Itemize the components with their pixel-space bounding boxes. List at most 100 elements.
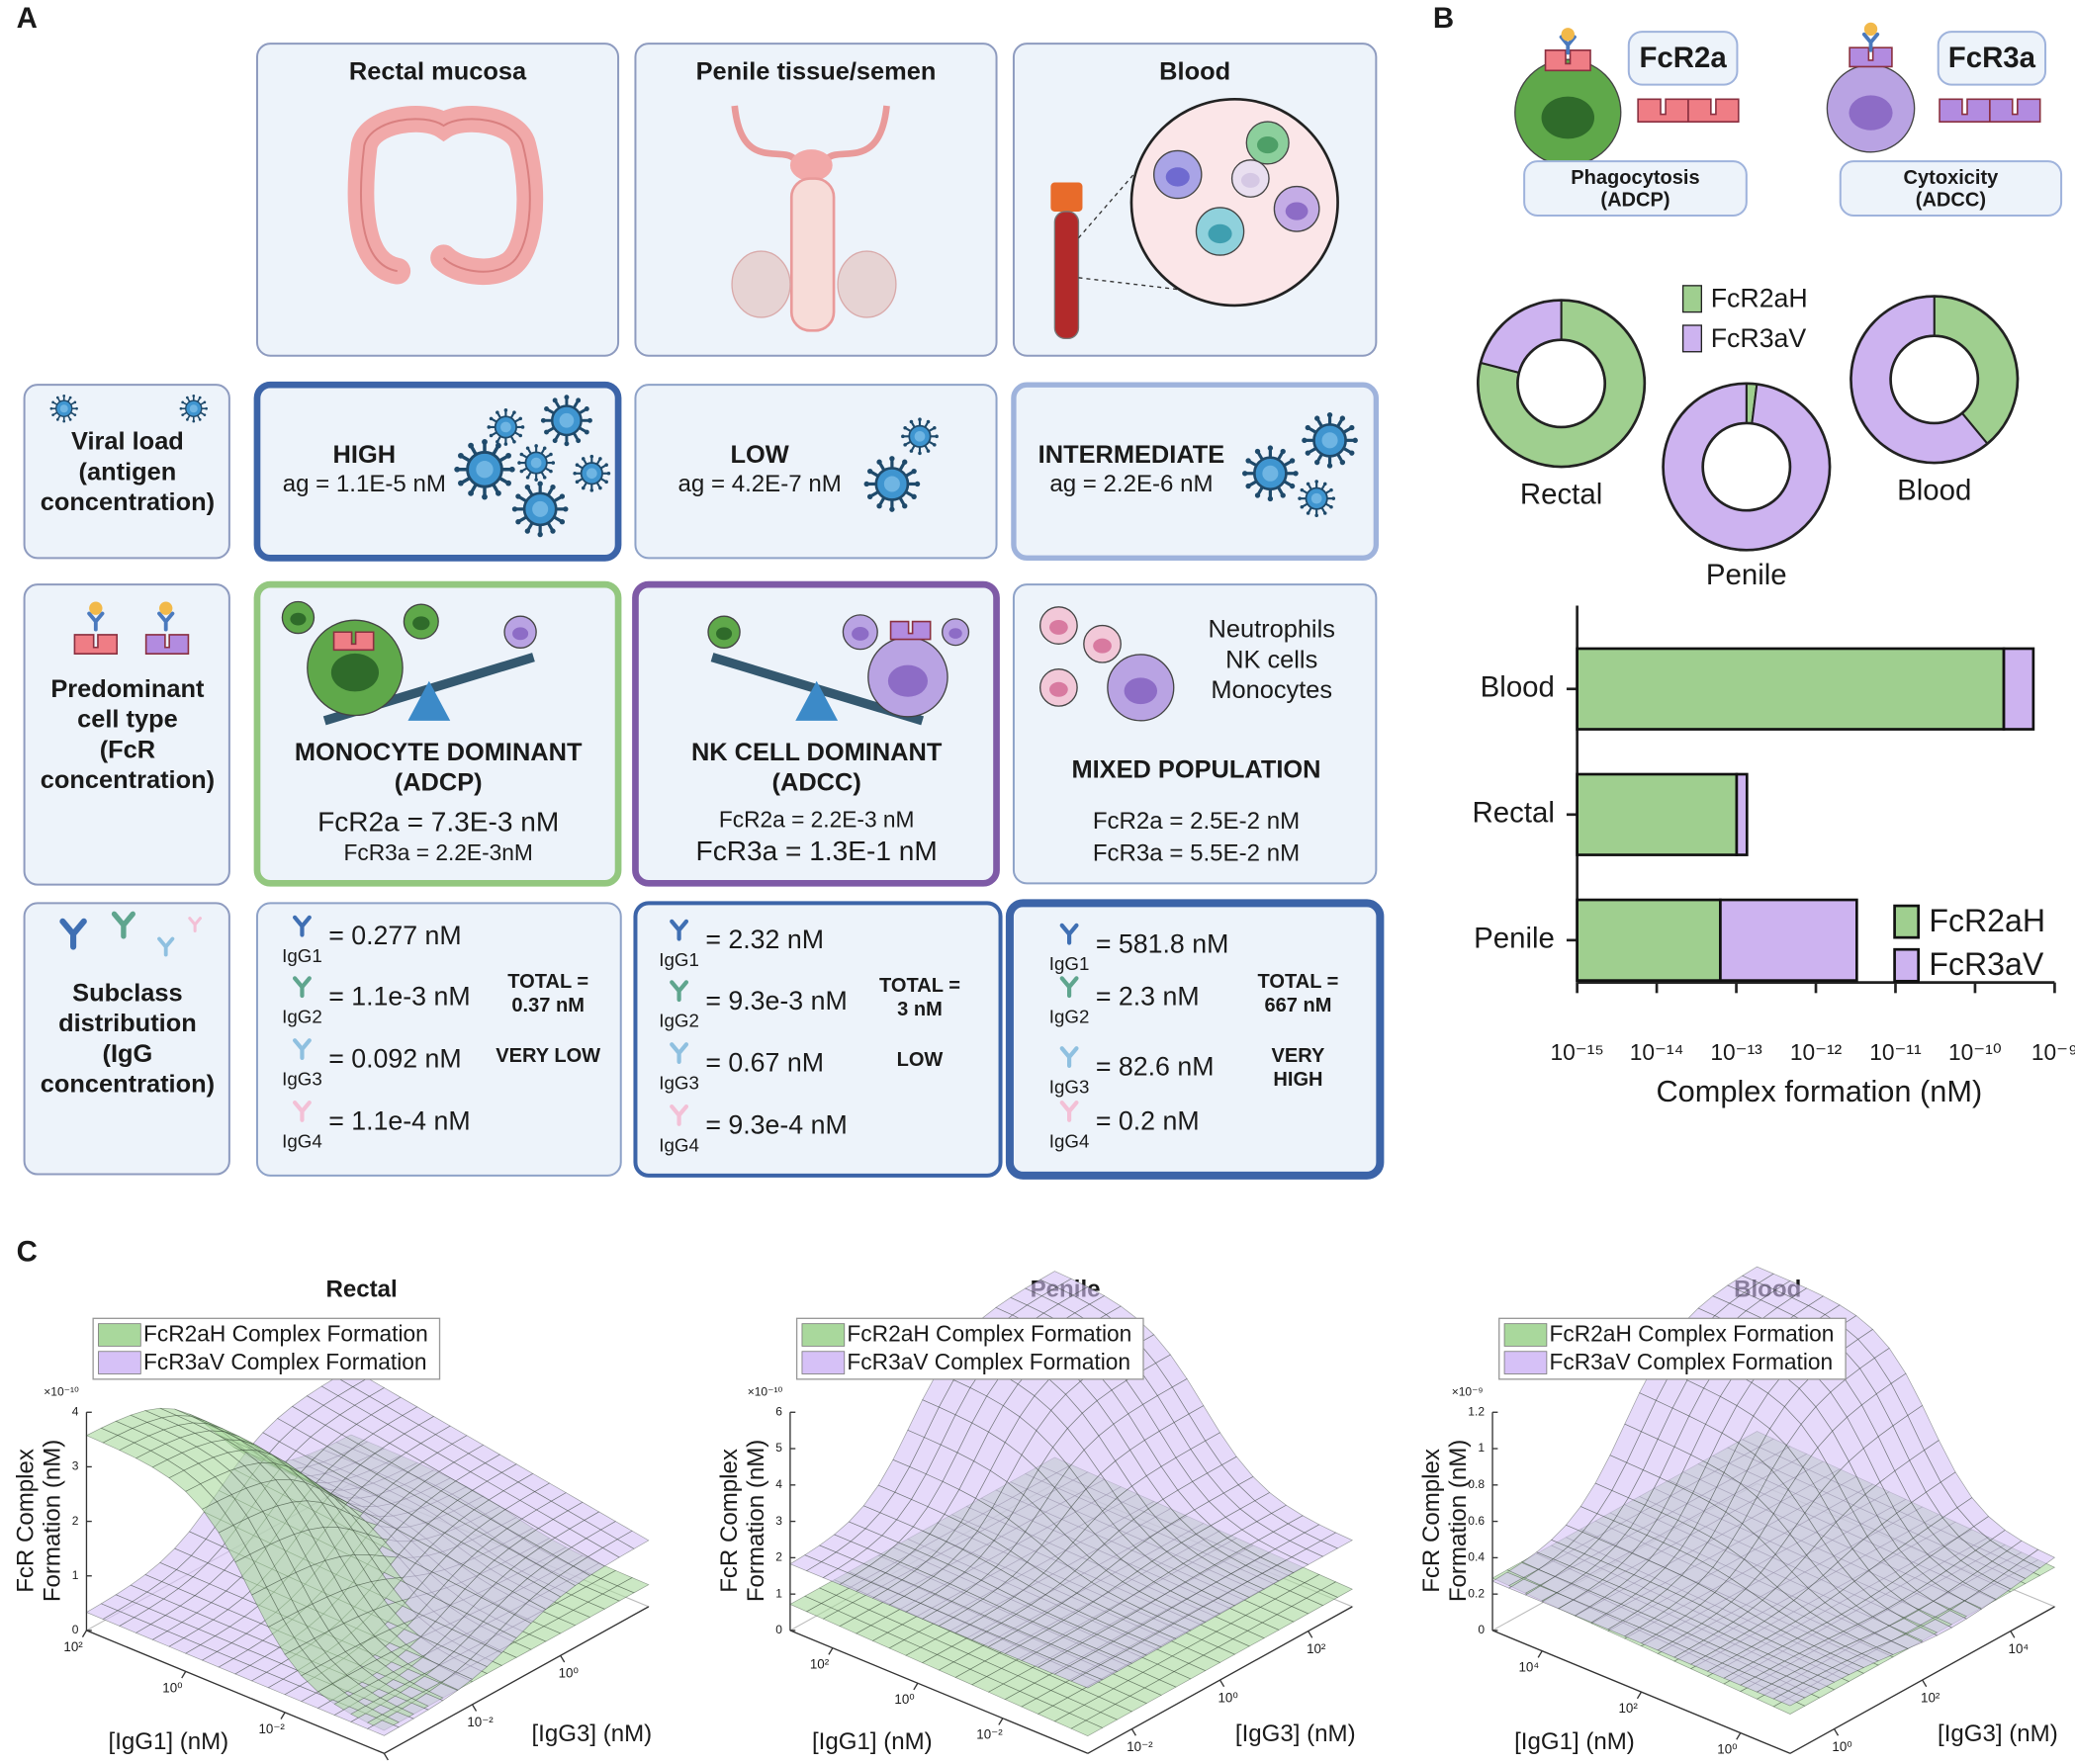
virus-icon xyxy=(540,395,592,447)
neutrophil-icon-nucleus xyxy=(1049,681,1068,697)
virus-spike-tip xyxy=(181,400,185,404)
virus-core xyxy=(476,461,494,479)
bar-segment xyxy=(1576,898,1722,982)
virus-spike-tip xyxy=(575,480,580,485)
virus-spike-tip xyxy=(489,416,494,421)
virus-spike-tip xyxy=(911,493,917,499)
y-tick xyxy=(383,1752,389,1761)
virus-spike-tip xyxy=(192,395,196,397)
igg-concentration: = 0.092 nM xyxy=(328,1044,462,1074)
surface-cell xyxy=(1708,1471,1742,1513)
antibody-icon xyxy=(1559,35,1577,55)
z-tick-label: 1 xyxy=(775,1586,782,1600)
virus-spike-tip xyxy=(1339,459,1346,466)
surface-cell xyxy=(1779,1621,1813,1639)
virus-spike-tip xyxy=(902,503,908,509)
antigen-icon xyxy=(159,601,173,615)
surface-cell xyxy=(998,1596,1032,1615)
surface-cell xyxy=(1574,1606,1607,1624)
surface-cell xyxy=(1117,1485,1149,1520)
antibody-icon xyxy=(188,917,202,933)
virus-spike-tip xyxy=(75,406,78,410)
igg-concentration: = 9.3e-3 nM xyxy=(705,986,847,1015)
blood-cell-nucleus xyxy=(1285,202,1308,220)
surface-cell xyxy=(1006,1454,1039,1496)
virus-spike-tip xyxy=(1329,487,1333,492)
surface-cell xyxy=(1600,1545,1633,1568)
x-tick xyxy=(1736,1732,1742,1740)
surface-cell xyxy=(218,1658,251,1675)
surface-cell xyxy=(1208,1492,1241,1518)
virus-spike-tip xyxy=(918,417,922,421)
virus-spike-tip xyxy=(589,454,594,459)
virus-spike-tip xyxy=(518,433,523,438)
virus-spike-tip xyxy=(581,485,586,490)
igg-name: IgG1 xyxy=(1049,953,1090,974)
surface-cell xyxy=(1590,1613,1624,1631)
z-axis-label: FcR Complex xyxy=(13,1449,40,1593)
virus-spike-tip xyxy=(584,429,589,435)
virus-spike-tip xyxy=(181,413,185,416)
antibody-icon xyxy=(157,611,175,632)
donut-label: Rectal xyxy=(1520,478,1602,510)
surface-cell xyxy=(500,1463,534,1483)
z-tick-label: 0.2 xyxy=(1468,1586,1485,1600)
virus-spike-tip xyxy=(62,419,66,423)
virus-core xyxy=(1310,492,1322,504)
surface-cell xyxy=(921,1610,954,1627)
surface-cell xyxy=(322,1527,356,1557)
z-exponent: ×10⁻¹⁰ xyxy=(44,1384,79,1398)
igg-concentration: = 0.67 nM xyxy=(705,1048,824,1078)
virus-spike-tip xyxy=(559,519,566,525)
surface-cell xyxy=(1201,1581,1234,1599)
surface-cell xyxy=(240,1440,273,1455)
virus-spike-tip xyxy=(551,461,556,465)
surface xyxy=(85,1367,650,1736)
antibody-icon xyxy=(292,1100,312,1122)
surface-cell xyxy=(1692,1462,1725,1503)
surface-cell xyxy=(839,1618,872,1634)
antibody-icon xyxy=(111,911,135,939)
legend-swatch xyxy=(1893,904,1920,939)
surface-cell xyxy=(1781,1637,1815,1654)
surface-cell xyxy=(971,1631,1005,1647)
surface-cell xyxy=(1057,1542,1091,1572)
legend-label: FcR3aV xyxy=(1711,323,1807,353)
x-axis-label: [IgG1] (nM) xyxy=(812,1728,933,1755)
row-label: distribution xyxy=(58,1010,197,1037)
surface-cell xyxy=(1229,1615,1264,1632)
virus-spike-tip xyxy=(935,434,939,439)
surface-cell xyxy=(1037,1658,1071,1675)
virus-spike-tip xyxy=(1245,458,1251,464)
virus-spike-tip xyxy=(544,429,549,435)
x-tick-label: 10² xyxy=(63,1639,83,1654)
donut-outline xyxy=(1662,382,1832,552)
seesaw-pivot xyxy=(407,680,451,721)
cell-type-title: NK CELL DOMINANT xyxy=(691,739,943,766)
blood-cell-nucleus xyxy=(1208,223,1232,244)
receptor-name-box xyxy=(1937,31,2047,86)
function-box xyxy=(1839,160,2063,217)
cell-list: NK cells xyxy=(1225,646,1317,673)
z-tick-label: 1.2 xyxy=(1468,1404,1485,1418)
surface-cell xyxy=(190,1539,224,1564)
y-tick-label: Blood xyxy=(1481,671,1555,704)
surface-cell xyxy=(483,1605,515,1631)
surface-cell xyxy=(1704,1647,1738,1664)
surface-cell xyxy=(1210,1517,1243,1539)
receptor-icon xyxy=(332,631,375,652)
y-tick xyxy=(471,1704,478,1712)
surface-cell xyxy=(1766,1645,1800,1662)
virus-icon xyxy=(1242,445,1299,502)
bar-segment xyxy=(1576,772,1739,856)
surface-cell xyxy=(1000,1659,1034,1677)
z-axis-label: Formation (nM) xyxy=(39,1440,65,1602)
surface-cell xyxy=(1083,1649,1117,1666)
virus-spike-tip xyxy=(519,469,524,474)
z-axis-label: FcR Complex xyxy=(716,1449,743,1593)
surface-cell xyxy=(1744,1537,1776,1574)
surface-cell xyxy=(230,1487,264,1519)
surface-cell xyxy=(1635,1581,1669,1602)
virus-icon xyxy=(517,444,556,482)
surface-cell xyxy=(1989,1530,2023,1552)
